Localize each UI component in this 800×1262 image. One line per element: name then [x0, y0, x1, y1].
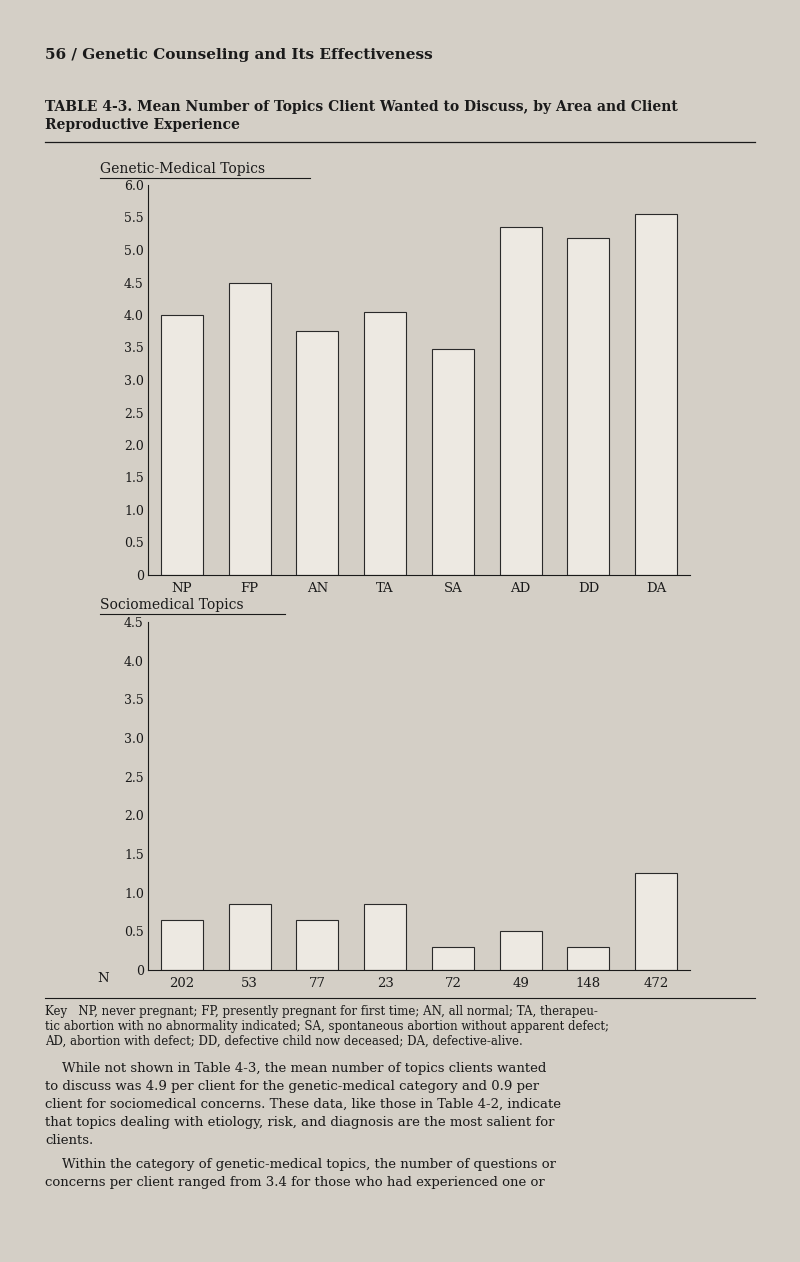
Text: TABLE 4-3. Mean Number of Topics Client Wanted to Discuss, by Area and Client: TABLE 4-3. Mean Number of Topics Client … [45, 100, 678, 114]
Text: Genetic-Medical Topics: Genetic-Medical Topics [100, 162, 265, 175]
Bar [161, 920, 203, 970]
Bar [635, 873, 677, 970]
Bar [296, 920, 338, 970]
Text: tic abortion with no abnormality indicated; SA, spontaneous abortion without app: tic abortion with no abnormality indicat… [45, 1020, 609, 1034]
Text: Sociomedical Topics: Sociomedical Topics [100, 598, 244, 612]
Text: to discuss was 4.9 per client for the genetic-medical category and 0.9 per: to discuss was 4.9 per client for the ge… [45, 1080, 539, 1093]
Bar [635, 215, 677, 575]
Bar [567, 946, 610, 970]
Bar [229, 905, 270, 970]
Text: Within the category of genetic-medical topics, the number of questions or: Within the category of genetic-medical t… [45, 1159, 556, 1171]
Bar [229, 283, 270, 575]
Text: Key   NP, never pregnant; FP, presently pregnant for first time; AN, all normal;: Key NP, never pregnant; FP, presently pr… [45, 1005, 598, 1018]
Bar [567, 239, 610, 575]
Text: 56 / Genetic Counseling and Its Effectiveness: 56 / Genetic Counseling and Its Effectiv… [45, 48, 433, 62]
Text: that topics dealing with etiology, risk, and diagnosis are the most salient for: that topics dealing with etiology, risk,… [45, 1116, 554, 1129]
Bar [364, 312, 406, 575]
Bar [432, 348, 474, 575]
Text: Reproductive Experience: Reproductive Experience [45, 119, 240, 133]
Bar [500, 227, 542, 575]
Text: concerns per client ranged from 3.4 for those who had experienced one or: concerns per client ranged from 3.4 for … [45, 1176, 545, 1189]
Bar [161, 316, 203, 575]
Bar [364, 905, 406, 970]
Bar [500, 931, 542, 970]
Text: client for sociomedical concerns. These data, like those in Table 4-2, indicate: client for sociomedical concerns. These … [45, 1098, 561, 1111]
Text: AD, abortion with defect; DD, defective child now deceased; DA, defective-alive.: AD, abortion with defect; DD, defective … [45, 1035, 522, 1047]
Bar [432, 946, 474, 970]
Bar [296, 331, 338, 575]
Text: clients.: clients. [45, 1135, 94, 1147]
Text: N: N [97, 972, 109, 986]
Text: While not shown in Table 4-3, the mean number of topics clients wanted: While not shown in Table 4-3, the mean n… [45, 1063, 546, 1075]
